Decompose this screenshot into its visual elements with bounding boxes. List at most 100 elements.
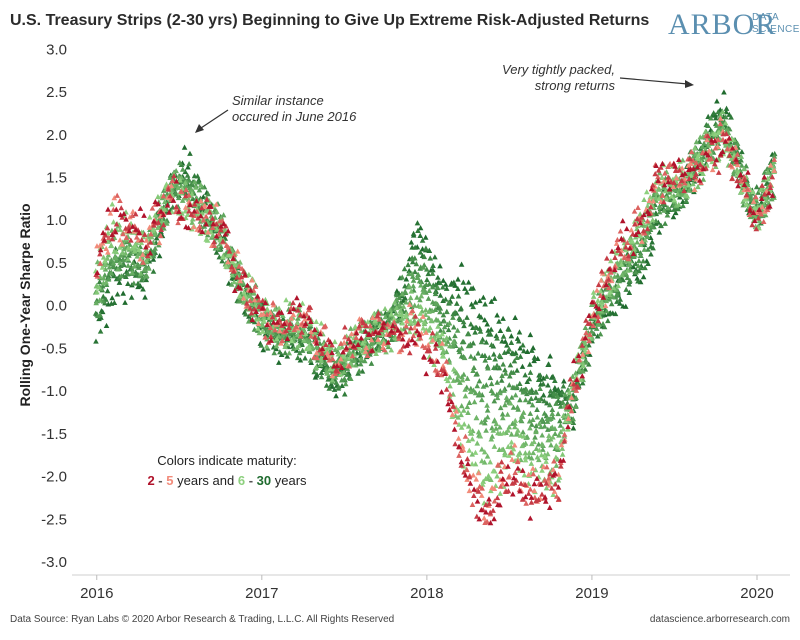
data-point (661, 182, 668, 188)
data-point (393, 304, 400, 311)
data-point (690, 157, 696, 163)
data-point (672, 167, 679, 173)
data-point (479, 485, 485, 491)
data-point (641, 196, 647, 203)
data-point (514, 404, 521, 410)
data-point (281, 329, 287, 335)
data-point (372, 324, 379, 330)
data-point (452, 282, 458, 288)
data-point (189, 216, 196, 222)
data-point (474, 371, 480, 377)
data-point (617, 300, 623, 306)
data-point (308, 318, 314, 324)
data-point (455, 285, 461, 291)
data-point (309, 343, 316, 350)
data-point (767, 162, 774, 168)
data-point (299, 300, 306, 306)
data-point (229, 259, 236, 265)
data-point (491, 485, 498, 491)
data-point (408, 288, 415, 294)
data-point (500, 361, 506, 367)
data-point (412, 313, 419, 319)
data-point (613, 291, 620, 297)
data-point (409, 307, 416, 314)
data-point (384, 321, 391, 327)
data-point (451, 426, 458, 432)
data-point (528, 494, 535, 500)
data-point (236, 263, 242, 269)
data-point (113, 249, 120, 255)
data-point (462, 386, 469, 392)
data-point (301, 313, 307, 319)
data-point (188, 211, 195, 217)
data-point (629, 238, 636, 244)
data-point (517, 488, 523, 494)
data-point (109, 231, 115, 238)
data-point (282, 350, 288, 356)
data-point (623, 225, 630, 232)
data-point (455, 414, 461, 420)
data-point (451, 279, 457, 285)
data-point (498, 459, 505, 465)
data-point (142, 294, 148, 300)
data-point (535, 496, 542, 502)
data-point (203, 221, 209, 227)
data-point (299, 347, 306, 353)
data-point (379, 331, 386, 337)
data-point (105, 276, 112, 282)
x-tick-label: 2017 (245, 585, 278, 600)
data-point (645, 246, 651, 252)
data-point (465, 279, 472, 285)
data-point (606, 266, 613, 272)
data-point (660, 184, 667, 191)
data-point (263, 343, 270, 349)
data-point (468, 321, 474, 327)
data-point (675, 201, 682, 208)
data-point (476, 325, 483, 331)
data-point (715, 169, 722, 175)
data-point (544, 451, 551, 457)
data-point (138, 236, 145, 243)
data-point (428, 358, 435, 364)
data-point (507, 362, 514, 368)
data-point (326, 385, 333, 391)
data-point (112, 254, 119, 260)
data-point (179, 166, 186, 172)
data-point (597, 292, 604, 298)
data-point (686, 175, 692, 182)
data-point (471, 399, 478, 405)
data-point (739, 148, 745, 155)
data-point (377, 343, 383, 350)
data-point (284, 335, 291, 342)
data-point (613, 286, 620, 292)
data-point (524, 390, 530, 397)
data-point (208, 203, 214, 209)
data-point (182, 208, 189, 214)
data-point (283, 327, 289, 334)
data-point (105, 249, 111, 255)
data-point (616, 278, 623, 284)
data-point (708, 115, 714, 121)
data-point (527, 388, 533, 395)
data-point (443, 386, 450, 392)
data-point (147, 250, 154, 256)
data-point (539, 491, 545, 497)
data-point (149, 205, 156, 211)
data-point (467, 427, 474, 433)
data-point (547, 415, 554, 422)
data-point (278, 340, 284, 346)
data-point (450, 377, 457, 383)
data-point (167, 193, 173, 199)
data-point (357, 361, 364, 367)
data-point (455, 435, 462, 441)
data-point (469, 501, 476, 507)
data-point (705, 133, 711, 139)
data-point (522, 457, 529, 463)
data-point (479, 391, 486, 398)
data-point (440, 363, 446, 369)
data-point (242, 271, 248, 277)
data-point (729, 175, 736, 181)
data-point (397, 307, 404, 313)
data-point (402, 329, 409, 335)
annotation-2-line2: strong returns (535, 78, 616, 93)
